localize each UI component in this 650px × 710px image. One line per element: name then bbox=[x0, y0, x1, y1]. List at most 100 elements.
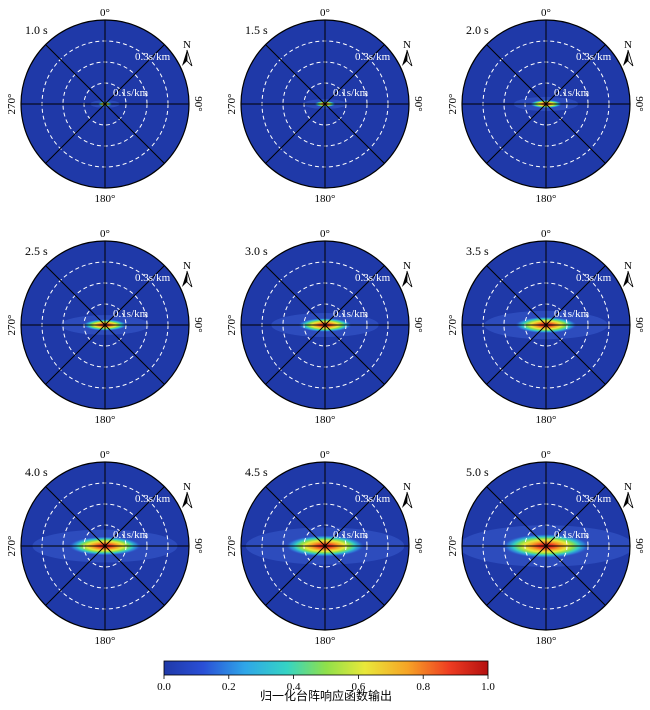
azimuth-label-top: 0° bbox=[541, 449, 551, 461]
north-label: N bbox=[183, 260, 191, 272]
azimuth-line bbox=[45, 324, 106, 385]
azimuth-label-top: 0° bbox=[541, 228, 551, 240]
ring-label-inner: 0.1s/km bbox=[554, 529, 590, 541]
azimuth-label-right: 90° bbox=[412, 538, 424, 553]
colorbar-label: 归一化台阵响应函数输出 bbox=[260, 688, 392, 703]
time-label: 2.0 s bbox=[466, 23, 489, 37]
azimuth-label-left: 270° bbox=[6, 315, 18, 336]
ring-label-inner: 0.1s/km bbox=[554, 308, 590, 320]
azimuth-label-right: 90° bbox=[192, 96, 204, 111]
colorbar-tick-label: 0.0 bbox=[157, 681, 171, 693]
north-arrow-icon-half bbox=[406, 49, 413, 67]
ring-label-outer: 0.3s/km bbox=[355, 51, 391, 63]
azimuth-label-top: 0° bbox=[320, 7, 330, 19]
polar-boundary bbox=[461, 19, 631, 189]
azimuth-label-bottom: 180° bbox=[536, 193, 557, 205]
azimuth-label-left: 270° bbox=[226, 536, 238, 557]
azimuth-line bbox=[545, 103, 606, 164]
azimuth-line bbox=[265, 486, 326, 547]
azimuth-line bbox=[265, 265, 326, 326]
azimuth-label-bottom: 180° bbox=[536, 414, 557, 426]
north-arrow-icon bbox=[402, 50, 407, 66]
polar-panel: 0.1s/km 0.3s/km 0° 180° 270° 90° 1.5 s N bbox=[226, 7, 424, 205]
time-label: 2.5 s bbox=[25, 244, 48, 258]
north-label: N bbox=[624, 481, 632, 493]
azimuth-line bbox=[104, 545, 165, 606]
azimuth-line bbox=[545, 265, 606, 326]
azimuth-label-left: 270° bbox=[447, 315, 459, 336]
ring-label-inner: 0.1s/km bbox=[113, 87, 149, 99]
north-label: N bbox=[624, 39, 632, 51]
azimuth-label-bottom: 180° bbox=[315, 635, 336, 647]
ring-label-outer: 0.3s/km bbox=[355, 272, 391, 284]
polar-boundary bbox=[240, 240, 410, 410]
colorbar-tick-label: 1.0 bbox=[481, 681, 495, 693]
time-label: 1.5 s bbox=[245, 23, 268, 37]
time-label: 5.0 s bbox=[466, 465, 489, 479]
azimuth-label-top: 0° bbox=[320, 228, 330, 240]
north-arrow-icon-half bbox=[406, 491, 413, 509]
time-label: 1.0 s bbox=[25, 23, 48, 37]
azimuth-line bbox=[486, 486, 547, 547]
north-arrow-icon-half bbox=[406, 270, 413, 288]
azimuth-line bbox=[486, 103, 547, 164]
ring-label-inner: 0.1s/km bbox=[554, 87, 590, 99]
polar-panel: 0.1s/km 0.3s/km 0° 180° 270° 90° 1.0 s N bbox=[6, 7, 204, 205]
ring-label-inner: 0.1s/km bbox=[333, 529, 369, 541]
azimuth-label-left: 270° bbox=[226, 315, 238, 336]
azimuth-line bbox=[45, 265, 106, 326]
north-arrow-icon bbox=[402, 271, 407, 287]
colorbar-tick-label: 0.4 bbox=[287, 681, 301, 693]
azimuth-label-left: 270° bbox=[447, 94, 459, 115]
north-label: N bbox=[403, 481, 411, 493]
ring-label-outer: 0.3s/km bbox=[576, 51, 612, 63]
polar-panel: 0.1s/km 0.3s/km 0° 180° 270° 90° 4.0 s N bbox=[6, 449, 204, 647]
polar-panel: 0.1s/km 0.3s/km 0° 180° 270° 90° 3.5 s N bbox=[447, 228, 645, 426]
azimuth-label-top: 0° bbox=[100, 228, 110, 240]
azimuth-line bbox=[324, 486, 385, 547]
azimuth-line bbox=[45, 44, 106, 105]
azimuth-line bbox=[486, 265, 547, 326]
ring-label-outer: 0.3s/km bbox=[576, 493, 612, 505]
azimuth-label-top: 0° bbox=[541, 7, 551, 19]
ring-label-inner: 0.1s/km bbox=[113, 308, 149, 320]
north-arrow-icon bbox=[182, 271, 187, 287]
polar-panel: 0.1s/km 0.3s/km 0° 180° 270° 90° 4.5 s N bbox=[226, 449, 424, 647]
colorbar-ticks: 0.0 0.2 0.4 0.6 0.8 1.0 bbox=[157, 675, 495, 693]
azimuth-line bbox=[104, 44, 165, 105]
azimuth-label-top: 0° bbox=[320, 449, 330, 461]
azimuth-label-bottom: 180° bbox=[315, 193, 336, 205]
polar-boundary bbox=[20, 240, 190, 410]
azimuth-label-right: 90° bbox=[192, 538, 204, 553]
north-arrow-icon-half bbox=[186, 491, 193, 509]
north-arrow-icon-half bbox=[627, 270, 634, 288]
polar-panel: 0.1s/km 0.3s/km 0° 180° 270° 90° 3.0 s N bbox=[226, 228, 424, 426]
colorbar: 0.0 0.2 0.4 0.6 0.8 1.0 归一化台阵响应函数输出 bbox=[157, 660, 495, 703]
azimuth-label-left: 270° bbox=[6, 536, 18, 557]
azimuth-label-bottom: 180° bbox=[536, 635, 557, 647]
polar-boundary bbox=[20, 461, 190, 631]
north-arrow-icon bbox=[182, 492, 187, 508]
polar-panel: 0.1s/km 0.3s/km 0° 180° 270° 90° 2.5 s N bbox=[6, 228, 204, 426]
polar-panel: 0.1s/km 0.3s/km 0° 180° 270° 90° 5.0 s N bbox=[447, 449, 645, 647]
time-label: 4.5 s bbox=[245, 465, 268, 479]
azimuth-line bbox=[265, 545, 326, 606]
ring-label-inner: 0.1s/km bbox=[113, 529, 149, 541]
time-label: 3.0 s bbox=[245, 244, 268, 258]
azimuth-line bbox=[324, 545, 385, 606]
azimuth-line bbox=[265, 103, 326, 164]
azimuth-label-bottom: 180° bbox=[95, 635, 116, 647]
azimuth-label-left: 270° bbox=[226, 94, 238, 115]
north-label: N bbox=[183, 39, 191, 51]
azimuth-label-bottom: 180° bbox=[95, 414, 116, 426]
polar-boundary bbox=[20, 19, 190, 189]
azimuth-line bbox=[486, 545, 547, 606]
azimuth-line bbox=[545, 44, 606, 105]
azimuth-line bbox=[104, 103, 165, 164]
panel-grid: 0.1s/km 0.3s/km 0° 180° 270° 90° 1.0 s N 0.1s/km… bbox=[6, 7, 645, 647]
ring-label-outer: 0.3s/km bbox=[135, 272, 171, 284]
ring-label-outer: 0.3s/km bbox=[135, 493, 171, 505]
azimuth-line bbox=[45, 486, 106, 547]
polar-panel: 0.1s/km 0.3s/km 0° 180° 270° 90° 2.0 s N bbox=[447, 7, 645, 205]
azimuth-line bbox=[104, 265, 165, 326]
